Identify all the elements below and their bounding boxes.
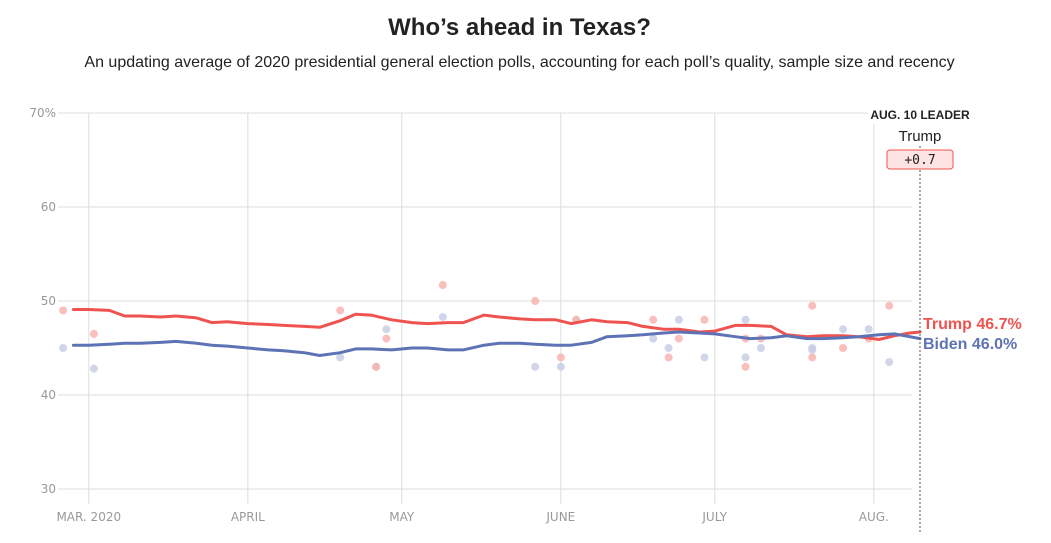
- x-tick-label: JULY: [701, 510, 727, 524]
- trump-poll-dot: [741, 362, 750, 371]
- x-tick-label: APRIL: [231, 510, 265, 524]
- biden-poll-dot: [839, 325, 848, 334]
- biden-poll-dot: [556, 362, 565, 371]
- biden-poll-dot: [438, 312, 447, 321]
- trump-poll-dot: [556, 353, 565, 362]
- trump-poll-dot: [808, 353, 817, 362]
- trump-poll-dot: [839, 344, 848, 352]
- biden-poll-dot: [885, 358, 894, 367]
- trump-poll-dot: [438, 281, 447, 290]
- biden-poll-dot: [808, 345, 817, 354]
- trump-poll-dot: [336, 306, 345, 315]
- biden-poll-dot: [864, 325, 873, 334]
- leader-name-bg: [890, 124, 950, 146]
- y-tick-label: 30: [41, 482, 56, 496]
- trump-poll-dot: [89, 329, 98, 338]
- trump-poll-dot: [382, 334, 391, 343]
- leader-heading: AUG. 10 LEADER: [870, 108, 970, 122]
- trump-poll-dot: [372, 362, 381, 371]
- leader-margin-badge: [886, 149, 954, 170]
- biden-poll-dot: [664, 344, 673, 352]
- trump-average-line: [71, 308, 922, 341]
- x-tick-label: JUNE: [545, 510, 575, 524]
- trump-poll-dot: [649, 315, 658, 324]
- y-tick-label: 70%: [29, 106, 56, 120]
- biden-poll-dot: [382, 325, 391, 334]
- biden-poll-dot: [89, 364, 98, 373]
- y-tick-label: 40: [41, 388, 56, 402]
- x-tick-label: MAR. 2020: [56, 510, 121, 524]
- gridlines: [58, 112, 912, 504]
- leader-name: Trump: [899, 128, 942, 145]
- trump-end-label: Trump 46.7%: [923, 316, 1022, 333]
- y-tick-label: 60: [41, 200, 56, 214]
- y-tick-label: 50: [41, 294, 56, 308]
- trump-poll-dot: [885, 301, 894, 310]
- biden-poll-dot: [700, 353, 709, 362]
- x-tick-label: MAY: [389, 510, 415, 524]
- biden-poll-dot: [531, 362, 540, 371]
- trump-poll-dot: [531, 297, 540, 305]
- leader-heading-bg: [868, 104, 972, 124]
- biden-poll-dot: [649, 334, 658, 343]
- biden-poll-dot: [336, 353, 345, 362]
- biden-poll-dot: [674, 315, 683, 324]
- x-axis-ticks: MAR. 2020 APRIL MAY JUNE JULY AUG.: [56, 510, 888, 524]
- leader-margin: +0.7: [904, 153, 935, 168]
- chart-title: Who’s ahead in Texas?: [388, 14, 651, 41]
- x-tick-label: AUG.: [859, 510, 889, 524]
- biden-poll-dot: [741, 315, 750, 324]
- trump-poll-dot: [664, 353, 673, 362]
- chart-subtitle: An updating average of 2020 presidential…: [84, 54, 955, 71]
- poll-dots: [59, 281, 894, 373]
- biden-poll-dot: [59, 344, 68, 352]
- trump-poll-dot: [59, 306, 68, 315]
- biden-poll-dot: [756, 344, 765, 352]
- biden-poll-dot: [741, 353, 750, 362]
- trump-poll-dot: [674, 334, 683, 343]
- y-axis-ticks: 70% 60 50 40 30: [29, 106, 56, 496]
- trump-poll-dot: [808, 301, 817, 310]
- biden-end-label: Biden 46.0%: [923, 336, 1017, 353]
- series-lines: [71, 308, 922, 357]
- trump-poll-dot: [700, 315, 709, 324]
- biden-average-line: [71, 330, 922, 357]
